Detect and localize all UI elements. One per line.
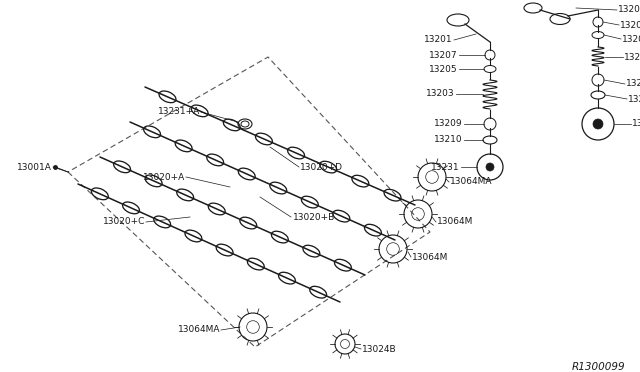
Text: 13203: 13203 [624, 52, 640, 61]
Text: 13207: 13207 [620, 20, 640, 29]
Text: 13231: 13231 [632, 119, 640, 128]
Text: 13210: 13210 [435, 135, 463, 144]
Circle shape [593, 119, 603, 129]
Text: 13231: 13231 [431, 163, 460, 171]
Text: 13020+B: 13020+B [293, 212, 335, 221]
Text: 13209: 13209 [626, 80, 640, 89]
Text: 13205: 13205 [429, 64, 458, 74]
Text: 13205: 13205 [622, 35, 640, 44]
Text: 13210: 13210 [628, 94, 640, 103]
Circle shape [486, 163, 494, 171]
Text: 13064MA: 13064MA [177, 326, 220, 334]
Text: 13209: 13209 [435, 119, 463, 128]
Text: 13024B: 13024B [362, 344, 397, 353]
Text: 13201: 13201 [424, 35, 453, 45]
Text: 13001A: 13001A [17, 163, 52, 171]
Text: R1300099: R1300099 [572, 362, 625, 372]
Text: 13207: 13207 [429, 51, 458, 60]
Text: 13202: 13202 [618, 6, 640, 15]
Text: 13020+C: 13020+C [102, 218, 145, 227]
Text: 13020+A: 13020+A [143, 173, 185, 182]
Text: 13203: 13203 [426, 90, 455, 99]
Text: 13064M: 13064M [437, 218, 474, 227]
Text: 13020+D: 13020+D [300, 163, 343, 171]
Text: 13231+A: 13231+A [157, 108, 200, 116]
Text: 13064M: 13064M [412, 253, 449, 262]
Text: 13064MA: 13064MA [450, 177, 493, 186]
